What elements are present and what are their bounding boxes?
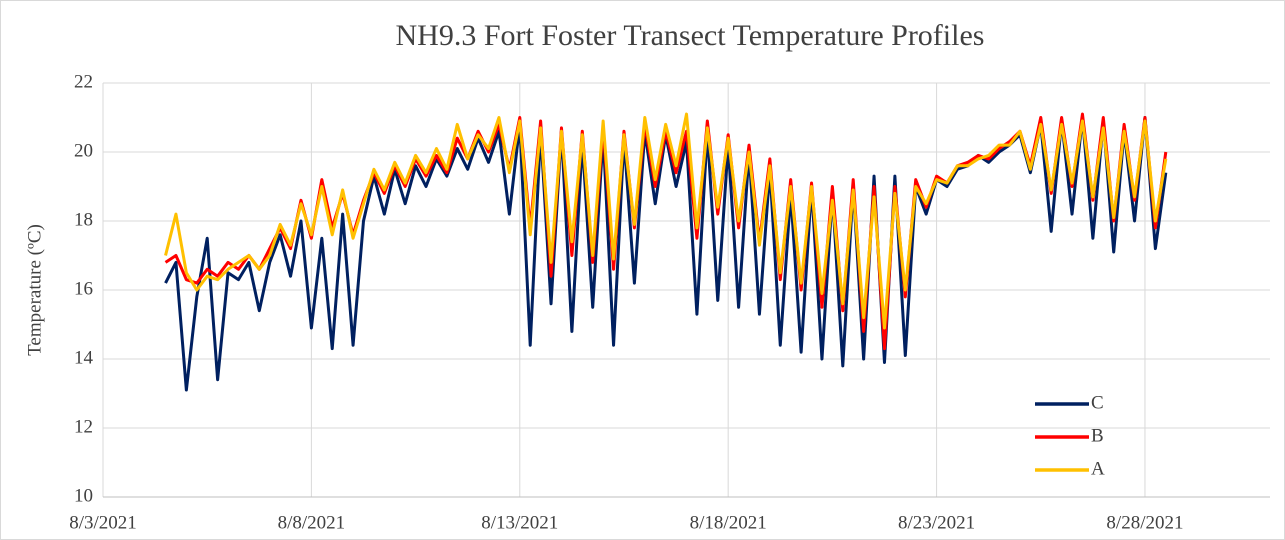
legend-label: C <box>1091 392 1104 413</box>
y-tick-label: 14 <box>74 347 94 368</box>
x-tick-label: 8/3/2021 <box>69 512 137 533</box>
y-tick-label: 20 <box>74 140 93 161</box>
x-tick-label: 8/23/2021 <box>898 512 975 533</box>
series-line <box>164 112 1168 330</box>
x-tick-label: 8/18/2021 <box>690 512 767 533</box>
x-tick-label: 8/28/2021 <box>1106 512 1183 533</box>
x-tick-label: 8/8/2021 <box>278 512 346 533</box>
legend-label: B <box>1091 425 1104 446</box>
y-tick-label: 22 <box>74 71 93 92</box>
y-tick-label: 10 <box>74 485 93 506</box>
y-tick-label: 18 <box>74 209 93 230</box>
x-tick-label: 8/13/2021 <box>481 512 558 533</box>
legend-label: A <box>1091 458 1105 479</box>
y-tick-label: 12 <box>74 416 93 437</box>
y-axis-label: Temperature (ºC) <box>24 224 45 356</box>
chart-title: NH9.3 Fort Foster Transect Temperature P… <box>396 19 985 52</box>
y-tick-label: 16 <box>74 278 93 299</box>
